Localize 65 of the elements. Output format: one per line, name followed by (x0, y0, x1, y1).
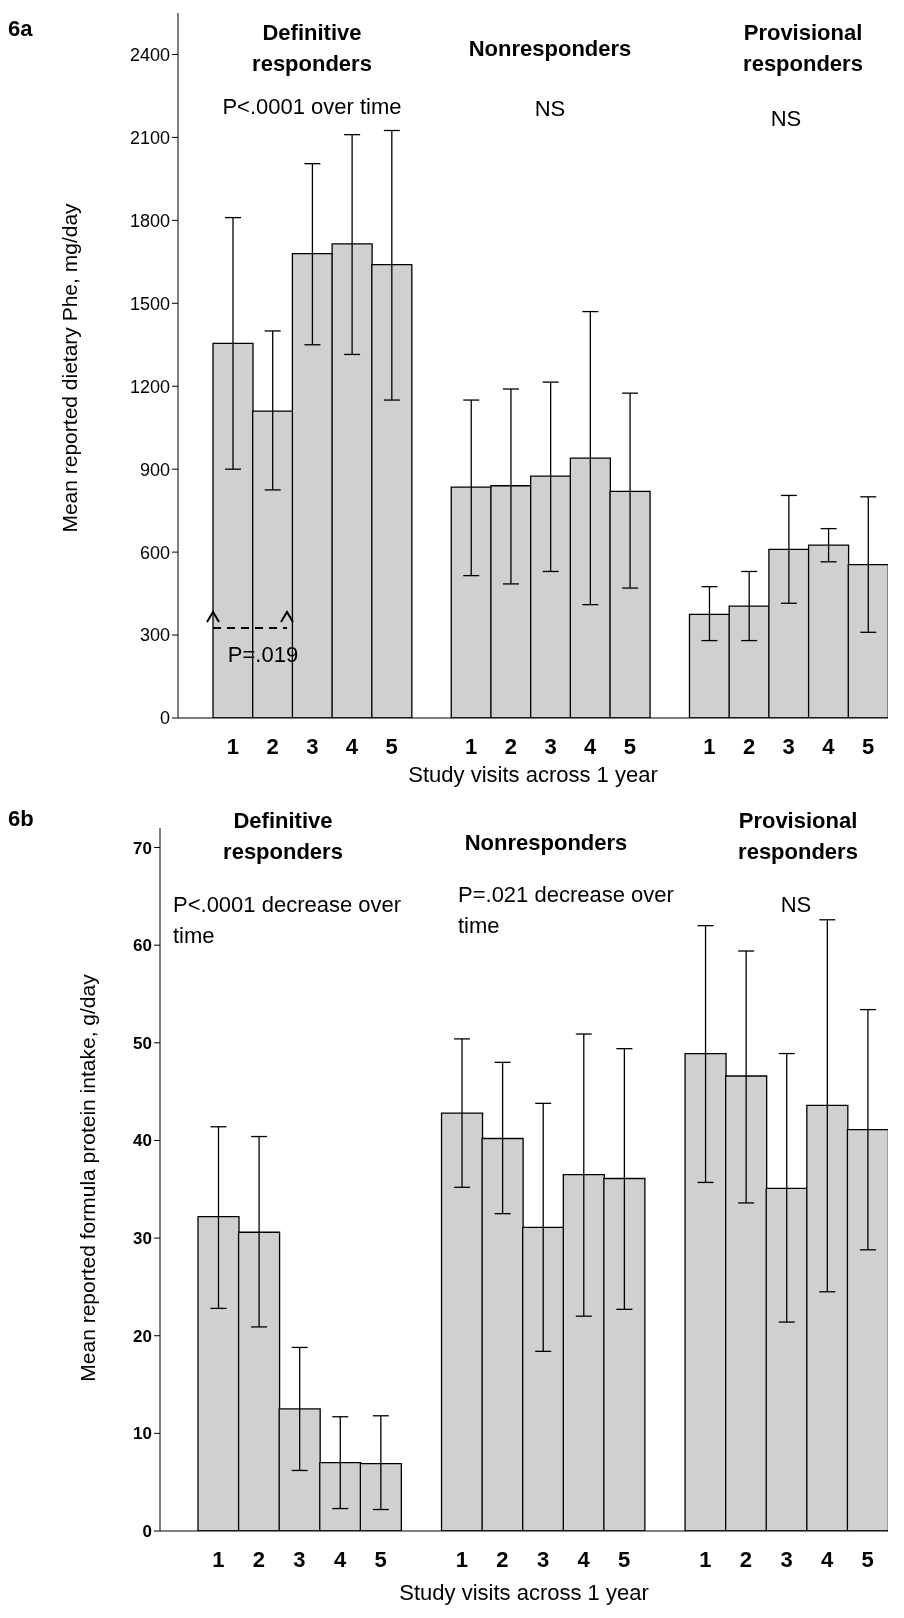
x-tick-label: 2 (504, 733, 517, 759)
x-tick-label: 3 (536, 1546, 550, 1572)
x-tick-label: 2 (252, 1546, 266, 1572)
y-tick-label: 70 (133, 838, 152, 858)
y-tick-label: 60 (133, 936, 152, 956)
y-tick-label: 300 (139, 625, 170, 646)
x-tick-label: 1 (699, 1546, 712, 1572)
y-tick-label: 0 (159, 708, 170, 729)
annotation: NS (533, 95, 567, 123)
x-axis-title: Study visits across 1 year (407, 762, 659, 788)
y-tick-label: 1200 (129, 376, 170, 397)
x-tick-label: 1 (226, 733, 239, 759)
annotation: Definitive responders (222, 807, 344, 866)
annotation: Provisional responders (742, 19, 864, 78)
x-axis-title: Study visits across 1 year (398, 1580, 650, 1606)
x-tick-label: 4 (345, 733, 359, 759)
x-tick-label: 5 (861, 1546, 874, 1572)
x-tick-label: 5 (862, 733, 875, 759)
x-tick-label: 4 (584, 733, 598, 759)
x-tick-label: 2 (496, 1546, 509, 1572)
annotation: Nonresponders (467, 35, 633, 63)
annotation: NS (769, 105, 803, 133)
x-tick-label: 3 (782, 733, 795, 759)
y-tick-label: 30 (133, 1229, 152, 1249)
x-tick-label: 4 (820, 1546, 834, 1572)
x-tick-label: 2 (742, 733, 756, 759)
chart-title: 6a (8, 16, 33, 42)
x-tick-label: 3 (544, 733, 557, 759)
y-tick-label: 1800 (129, 210, 170, 231)
y-tick-label: 2100 (129, 127, 170, 148)
annotation: NS (779, 891, 813, 919)
y-tick-label: 900 (139, 459, 170, 480)
annotation: Provisional responders (737, 807, 859, 866)
annotation: P<.0001 over time (221, 93, 403, 121)
chart-title: 6b (8, 806, 34, 832)
x-tick-label: 2 (266, 733, 279, 759)
x-tick-label: 1 (703, 733, 716, 759)
x-tick-label: 4 (577, 1546, 591, 1572)
y-tick-label: 2400 (129, 44, 170, 65)
annotation: Definitive responders (251, 19, 373, 78)
x-tick-label: 1 (464, 733, 478, 759)
y-axis-title: Mean reported dietary Phe, mg/day (58, 203, 82, 533)
x-tick-label: 3 (780, 1546, 793, 1572)
x-tick-label: 5 (374, 1546, 387, 1572)
y-tick-label: 20 (133, 1326, 152, 1346)
x-tick-label: 5 (385, 733, 398, 759)
x-tick-label: 5 (618, 1546, 631, 1572)
x-tick-label: 2 (739, 1546, 753, 1572)
y-tick-label: 40 (133, 1131, 152, 1151)
y-tick-label: 600 (139, 542, 170, 563)
x-tick-label: 3 (306, 733, 319, 759)
annotation: P=.021 decrease over time (458, 881, 675, 940)
y-tick-label: 50 (133, 1033, 152, 1053)
x-tick-label: 1 (455, 1546, 468, 1572)
x-tick-label: 5 (623, 733, 637, 759)
x-tick-label: 3 (293, 1546, 306, 1572)
y-tick-label: 1500 (129, 293, 170, 314)
y-axis-title: Mean reported formula protein intake, g/day (76, 974, 100, 1382)
annotation: P<.0001 decrease over time (173, 891, 403, 950)
y-tick-label: 0 (142, 1522, 152, 1542)
x-tick-label: 4 (822, 733, 836, 759)
x-tick-label: 4 (333, 1546, 347, 1572)
annotation: Nonresponders (463, 829, 629, 857)
y-tick-label: 10 (133, 1424, 152, 1444)
x-tick-label: 1 (212, 1546, 225, 1572)
